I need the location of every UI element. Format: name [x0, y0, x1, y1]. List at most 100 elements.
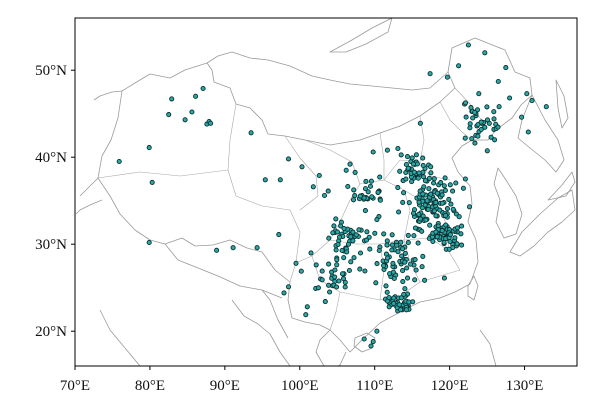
station-marker	[469, 136, 475, 142]
station-marker	[431, 208, 437, 214]
station-marker	[543, 104, 549, 110]
station-marker	[277, 177, 283, 183]
station-marker	[352, 193, 358, 199]
china-outline	[97, 37, 533, 353]
province-border	[329, 291, 341, 331]
station-marker	[417, 216, 423, 222]
station-marker	[389, 232, 395, 238]
station-marker	[331, 223, 337, 229]
station-marker	[146, 145, 152, 151]
station-marker	[409, 179, 415, 185]
station-marker	[342, 279, 348, 285]
station-marker	[428, 170, 434, 176]
station-marker	[466, 204, 473, 210]
station-marker	[411, 233, 417, 239]
station-marker	[503, 65, 509, 71]
indochina-coast	[315, 329, 331, 367]
station-marker	[333, 247, 339, 253]
station-marker	[377, 197, 383, 203]
station-marker	[420, 155, 426, 161]
station-marker	[403, 307, 409, 313]
station-marker	[420, 162, 426, 169]
province-border	[359, 269, 461, 301]
station-marker	[441, 183, 447, 189]
station-marker	[404, 265, 410, 271]
station-marker	[345, 183, 351, 190]
longitude-axis: 70°E 80°E 90°E 100°E 110°E 120°E 130°E	[60, 366, 543, 394]
station-marker	[376, 247, 382, 254]
station-marker	[375, 189, 381, 195]
station-marker	[370, 149, 376, 155]
station-marker	[421, 184, 427, 190]
station-marker	[208, 120, 214, 126]
station-marker	[468, 105, 474, 111]
station-marker	[319, 277, 325, 283]
province-border	[261, 205, 301, 283]
station-marker	[335, 241, 341, 247]
station-marker	[391, 295, 397, 301]
station-marker	[390, 260, 396, 266]
station-marker	[362, 186, 369, 192]
station-marker	[326, 235, 332, 241]
station-marker	[377, 174, 383, 180]
station-marker	[403, 176, 409, 182]
station-marker	[293, 260, 299, 266]
station-marker	[166, 112, 172, 118]
station-marker	[319, 268, 325, 274]
station-marker	[454, 225, 461, 231]
station-marker	[385, 255, 391, 261]
y-tick-label: 40°N	[35, 150, 67, 166]
okhotsk-coast	[329, 17, 393, 53]
station-marker	[420, 253, 426, 259]
station-marker	[417, 120, 423, 126]
station-marker	[363, 178, 369, 184]
station-marker	[428, 191, 434, 197]
station-marker	[413, 267, 419, 273]
station-marker	[462, 135, 468, 141]
station-marker	[446, 196, 452, 202]
station-marker	[386, 294, 392, 301]
station-marker	[495, 78, 501, 85]
station-marker	[338, 223, 344, 229]
russia-mongolia-border	[206, 51, 449, 91]
station-marker	[459, 242, 465, 248]
station-marker	[384, 242, 390, 248]
station-marker	[353, 232, 359, 238]
station-marker	[402, 250, 408, 256]
station-marker	[424, 198, 430, 204]
station-marker	[352, 169, 358, 175]
station-marker	[350, 229, 356, 235]
russia-coast	[517, 94, 565, 173]
station-marker	[416, 211, 422, 217]
station-marker	[413, 152, 419, 158]
station-marker	[433, 213, 439, 219]
station-marker	[402, 259, 408, 265]
station-marker	[434, 190, 440, 196]
station-marker	[346, 267, 352, 274]
station-marker	[420, 191, 426, 197]
station-marker	[412, 277, 418, 283]
west-border	[75, 199, 103, 215]
station-marker	[463, 114, 469, 120]
station-marker	[281, 290, 287, 296]
japan-coast	[509, 189, 576, 257]
station-marker	[381, 263, 387, 269]
station-marker	[484, 148, 490, 154]
station-marker	[411, 169, 417, 175]
station-marker	[462, 176, 468, 182]
station-marker	[406, 200, 412, 206]
india-border	[164, 243, 283, 299]
station-marker	[348, 234, 354, 240]
station-marker	[373, 280, 379, 286]
station-marker	[299, 164, 305, 170]
station-marker	[448, 201, 454, 207]
province-border	[329, 239, 405, 245]
station-marker	[426, 186, 432, 192]
station-marker	[439, 192, 445, 198]
station-marker	[423, 217, 429, 223]
station-marker	[370, 339, 376, 345]
station-marker	[361, 195, 367, 201]
station-marker	[491, 116, 497, 122]
station-marker	[472, 109, 478, 116]
